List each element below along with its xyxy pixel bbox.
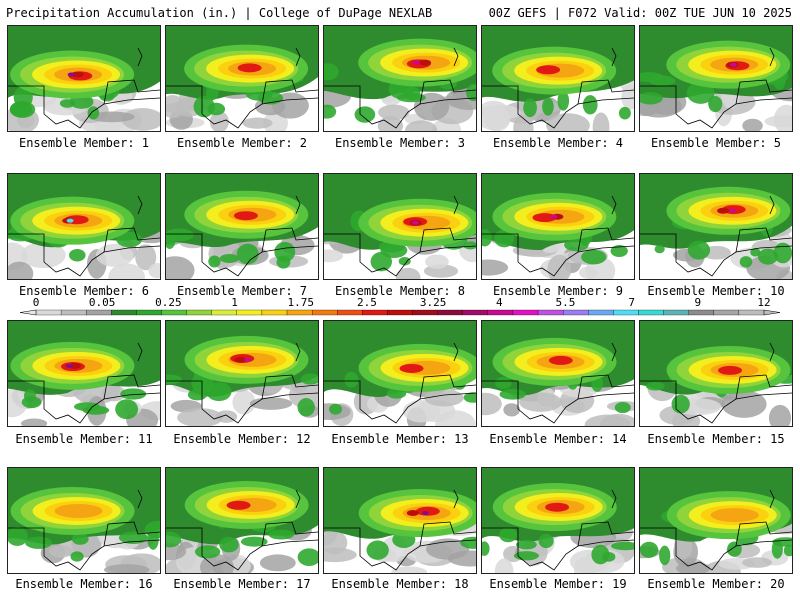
- colorbar-tick-label: 7: [628, 296, 635, 309]
- colorbar-tick-label: 4: [495, 296, 503, 309]
- colorbar-swatch: [161, 309, 187, 316]
- colorbar-swatch: [362, 309, 388, 316]
- ensemble-member-20-map: [639, 467, 793, 574]
- ensemble-member-label: Ensemble Member: 11: [15, 432, 153, 446]
- ensemble-member-19-map: [481, 467, 635, 574]
- ensemble-member-4-map: [481, 25, 635, 132]
- colorbar-swatch: [211, 309, 237, 316]
- ensemble-member-6-map: [7, 173, 161, 280]
- ensemble-member-label: Ensemble Member: 20: [647, 577, 785, 591]
- ensemble-member-label: Ensemble Member: 9: [492, 284, 624, 298]
- ensemble-member-5-map: [639, 25, 793, 132]
- ensemble-member-label: Ensemble Member: 5: [650, 136, 782, 150]
- ensemble-member-9-map: [481, 173, 635, 280]
- ensemble-member-label: Ensemble Member: 15: [647, 432, 785, 446]
- ensemble-member-label: Ensemble Member: 14: [489, 432, 627, 446]
- ensemble-member-label: Ensemble Member: 4: [492, 136, 624, 150]
- ensemble-member-label: Ensemble Member: 16: [15, 577, 153, 591]
- ensemble-member-label: Ensemble Member: 3: [334, 136, 466, 150]
- colorbar-tick-label: 1: [231, 296, 238, 309]
- ensemble-member-18-map: [323, 467, 477, 574]
- ensemble-member-16-map: [7, 467, 161, 574]
- ensemble-member-11-map: [7, 320, 161, 427]
- ensemble-member-12-map: [165, 320, 319, 427]
- ensemble-member-13-map: [323, 320, 477, 427]
- colorbar-swatch: [136, 309, 162, 316]
- ensemble-member-label: Ensemble Member: 19: [489, 577, 627, 591]
- ensemble-member-2-map: [165, 25, 319, 132]
- colorbar-swatch: [638, 309, 664, 316]
- colorbar-left-arrow: [19, 309, 37, 316]
- colorbar-tick-label: 0.05: [88, 296, 116, 309]
- colorbar-tick-label: 0: [32, 296, 40, 309]
- colorbar-swatch: [688, 309, 714, 316]
- colorbar-swatch: [412, 309, 438, 316]
- colorbar-swatch: [387, 309, 413, 316]
- ensemble-member-label: Ensemble Member: 13: [331, 432, 469, 446]
- colorbar-swatch: [738, 309, 765, 316]
- colorbar-swatch: [487, 309, 514, 316]
- colorbar: [19, 309, 781, 316]
- colorbar-swatch: [261, 309, 288, 316]
- colorbar-swatch: [60, 309, 87, 316]
- colorbar-swatch: [588, 309, 614, 316]
- colorbar-right-arrow: [763, 309, 781, 316]
- ensemble-member-3-map: [323, 25, 477, 132]
- ensemble-member-label: Ensemble Member: 1: [18, 136, 150, 150]
- colorbar-swatch: [337, 309, 363, 316]
- ensemble-member-15-map: [639, 320, 793, 427]
- colorbar-swatch: [236, 309, 263, 316]
- ensemble-member-label: Ensemble Member: 2: [176, 136, 308, 150]
- ensemble-member-1-map: [7, 25, 161, 132]
- colorbar-swatch: [86, 309, 112, 316]
- ensemble-member-10-map: [639, 173, 793, 280]
- colorbar-swatch: [512, 309, 539, 316]
- ensemble-member-label: Ensemble Member: 12: [173, 432, 311, 446]
- colorbar-tick-label: 1.75: [287, 296, 314, 309]
- ensemble-member-label: Ensemble Member: 6: [18, 284, 150, 298]
- colorbar-tick-label: 12: [757, 296, 771, 309]
- colorbar-swatch: [462, 309, 489, 316]
- ensemble-member-7-map: [165, 173, 319, 280]
- ensemble-member-17-map: [165, 467, 319, 574]
- colorbar-swatch: [437, 309, 463, 316]
- colorbar-tick-label: 2.5: [356, 296, 377, 309]
- ensemble-member-8-map: [323, 173, 477, 280]
- ensemble-member-14-map: [481, 320, 635, 427]
- ensemble-member-label: Ensemble Member: 7: [176, 284, 308, 298]
- ensemble-member-label: Ensemble Member: 10: [647, 284, 785, 298]
- colorbar-swatch: [35, 309, 62, 316]
- colorbar-swatch: [311, 309, 338, 316]
- colorbar-swatch: [613, 309, 639, 316]
- ensemble-member-label: Ensemble Member: 8: [334, 284, 466, 298]
- colorbar-tick-label: 5.5: [555, 296, 576, 309]
- colorbar-tick-label: 0.25: [155, 296, 182, 309]
- valid-time-label: 00Z GEFS | F072 Valid: 00Z TUE JUN 10 20…: [488, 6, 792, 20]
- colorbar-tick-label: 3.25: [419, 296, 447, 309]
- colorbar-swatch: [111, 309, 137, 316]
- colorbar-swatch: [563, 309, 589, 316]
- ensemble-member-label: Ensemble Member: 18: [331, 577, 469, 591]
- colorbar-swatch: [186, 309, 212, 316]
- colorbar-tick-label: 9: [694, 296, 702, 309]
- ensemble-member-label: Ensemble Member: 17: [173, 577, 311, 591]
- colorbar-swatch: [286, 309, 313, 316]
- colorbar-swatch: [537, 309, 564, 316]
- chart-title: Precipitation Accumulation (in.) | Colle…: [6, 6, 433, 20]
- colorbar-swatch: [713, 309, 740, 316]
- colorbar-swatch: [663, 309, 689, 316]
